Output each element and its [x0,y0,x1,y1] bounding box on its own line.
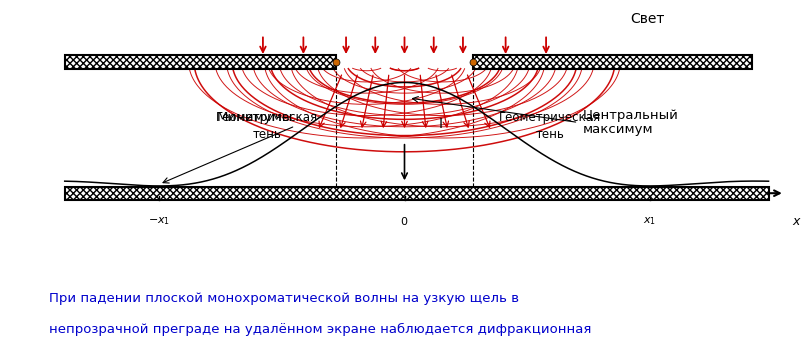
Text: Геометрическая: Геометрическая [499,111,601,124]
Text: $x_1$: $x_1$ [643,215,656,227]
Text: Свет: Свет [630,12,664,26]
Text: $0$: $0$ [400,215,409,227]
Text: $x$: $x$ [792,215,802,228]
Text: Центральный: Центральный [582,109,679,122]
Text: максимум: максимум [582,123,653,136]
Bar [65,55,336,69]
Text: $-x_1$: $-x_1$ [148,215,171,227]
Text: Минимумы: Минимумы [217,111,293,124]
Text: непрозрачной преграде на удалённом экране наблюдается дифракционная: непрозрачной преграде на удалённом экран… [49,323,591,336]
Text: Геометрическая: Геометрическая [216,111,318,124]
Text: тень: тень [536,128,565,141]
Bar [65,187,769,200]
Text: I: I [438,117,443,131]
Bar [473,55,752,69]
Text: При падении плоской монохроматической волны на узкую щель в: При падении плоской монохроматической во… [49,292,519,305]
Text: тень: тень [252,128,282,141]
